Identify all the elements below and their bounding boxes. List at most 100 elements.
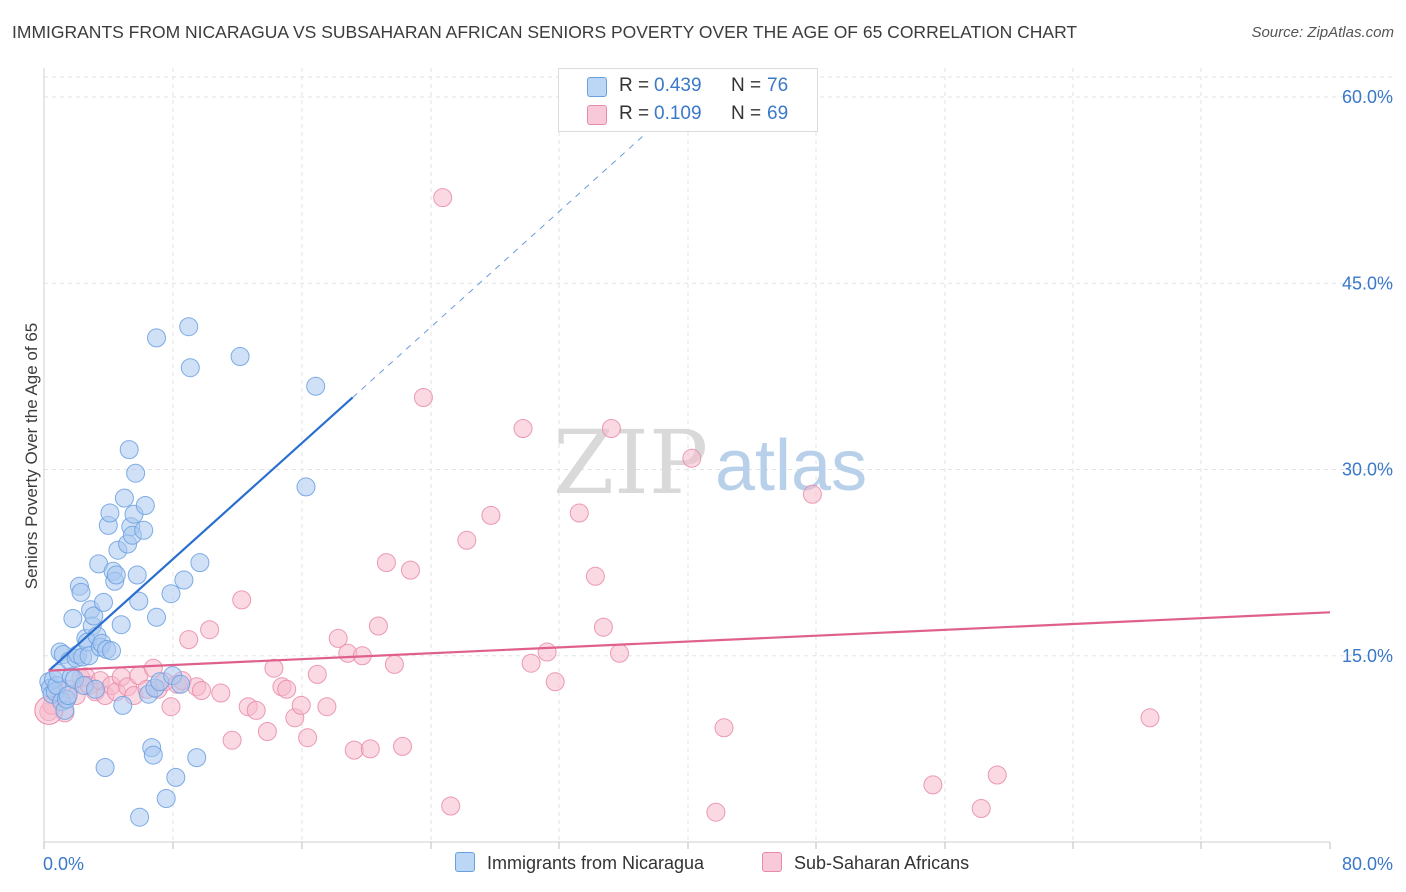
- data-point: [147, 328, 166, 348]
- data-point: [368, 616, 388, 636]
- data-point: [129, 591, 149, 611]
- data-point: [296, 477, 316, 497]
- data-point: [714, 718, 734, 738]
- r-label: R =: [619, 75, 650, 96]
- data-point: [585, 566, 605, 586]
- data-point: [119, 440, 139, 460]
- legend-row-blue: R = 0.439 N = 76: [559, 73, 817, 101]
- data-point: [127, 565, 147, 585]
- data-point: [166, 767, 186, 787]
- data-point: [161, 697, 181, 717]
- series-legend: Immigrants from Nicaragua Sub-Saharan Af…: [0, 852, 1406, 878]
- r-value: 0.109: [654, 103, 702, 124]
- data-point: [58, 686, 78, 705]
- n-value: 69: [767, 103, 789, 124]
- pink-swatch: [762, 852, 782, 872]
- data-point: [401, 560, 420, 580]
- data-point: [126, 463, 146, 483]
- data-point: [384, 654, 404, 674]
- data-point: [94, 592, 113, 612]
- blue-swatch: [455, 852, 475, 872]
- y-tick-label: 60.0%: [1342, 87, 1393, 107]
- data-point: [307, 664, 327, 684]
- data-point: [161, 584, 181, 604]
- data-point: [111, 615, 131, 635]
- data-point: [85, 679, 105, 699]
- data-point: [222, 730, 242, 750]
- watermark-atlas: atlas: [715, 426, 867, 506]
- data-point: [179, 630, 199, 650]
- data-point: [264, 658, 284, 678]
- data-point: [306, 376, 326, 396]
- data-point: [84, 606, 104, 626]
- data-point: [277, 679, 297, 699]
- tick-labels: 15.0% 30.0% 45.0% 60.0% 0.0% 80.0%: [43, 87, 1393, 874]
- data-point: [232, 590, 252, 610]
- data-point: [147, 607, 166, 627]
- y-tick-label: 15.0%: [1342, 646, 1393, 666]
- data-point: [171, 674, 191, 694]
- data-point: [360, 739, 380, 759]
- data-point: [179, 317, 199, 337]
- data-point: [1140, 708, 1160, 728]
- data-point: [174, 570, 194, 590]
- legend-label: Sub-Saharan Africans: [794, 853, 970, 873]
- data-point: [569, 503, 589, 523]
- data-point: [317, 697, 337, 717]
- trend-line-nicaragua: [48, 396, 354, 672]
- pink-swatch: [587, 105, 607, 125]
- data-point: [71, 582, 91, 602]
- data-point: [63, 609, 83, 628]
- data-point: [200, 620, 220, 640]
- data-point: [433, 188, 453, 208]
- data-point: [441, 796, 461, 816]
- data-point: [102, 641, 121, 661]
- data-point: [113, 695, 133, 715]
- n-label: N =: [731, 75, 762, 96]
- data-point: [457, 530, 477, 550]
- chart-title: IMMIGRANTS FROM NICARAGUA VS SUBSAHARAN …: [12, 22, 1078, 42]
- data-point: [106, 565, 126, 585]
- legend-item-sub-saharan[interactable]: Sub-Saharan Africans: [762, 852, 969, 874]
- data-point: [156, 789, 176, 808]
- data-point: [987, 765, 1007, 785]
- data-point: [682, 448, 702, 468]
- r-label: R =: [619, 103, 650, 124]
- x-tick-label: 80.0%: [1342, 854, 1393, 874]
- data-point: [298, 728, 318, 748]
- y-tick-label: 45.0%: [1342, 273, 1393, 293]
- data-point: [393, 736, 412, 756]
- data-point: [481, 505, 501, 525]
- series-sub-saharan-africans: [34, 188, 1160, 822]
- y-tick-label: 30.0%: [1342, 460, 1393, 480]
- blue-swatch: [587, 77, 607, 97]
- data-point: [593, 617, 613, 637]
- data-point: [344, 740, 364, 760]
- data-point: [971, 799, 991, 818]
- data-point: [95, 758, 115, 777]
- legend-row-pink: R = 0.109 N = 69: [559, 101, 817, 129]
- correlation-legend: R = 0.439 N = 76 R = 0.109 N = 69: [558, 68, 818, 132]
- data-point: [257, 722, 277, 741]
- n-value: 76: [767, 75, 789, 96]
- data-point: [187, 748, 207, 768]
- data-point: [610, 643, 629, 663]
- n-label: N =: [731, 103, 762, 124]
- legend-item-nicaragua[interactable]: Immigrants from Nicaragua: [455, 852, 704, 874]
- data-point: [513, 419, 533, 438]
- data-point: [601, 419, 621, 438]
- data-point: [246, 700, 266, 720]
- watermark-zip: ZIP: [553, 411, 708, 514]
- data-point: [192, 681, 211, 700]
- x-tick-label: 0.0%: [43, 854, 84, 874]
- data-point: [211, 683, 231, 703]
- data-point: [100, 503, 120, 523]
- data-point: [114, 488, 134, 508]
- series-immigrants-from-nicaragua: [39, 317, 326, 827]
- data-point: [413, 388, 433, 407]
- data-point: [143, 745, 163, 765]
- trend-lines: [48, 135, 1331, 672]
- data-point: [706, 802, 726, 822]
- trend-extension-nicaragua: [352, 135, 644, 398]
